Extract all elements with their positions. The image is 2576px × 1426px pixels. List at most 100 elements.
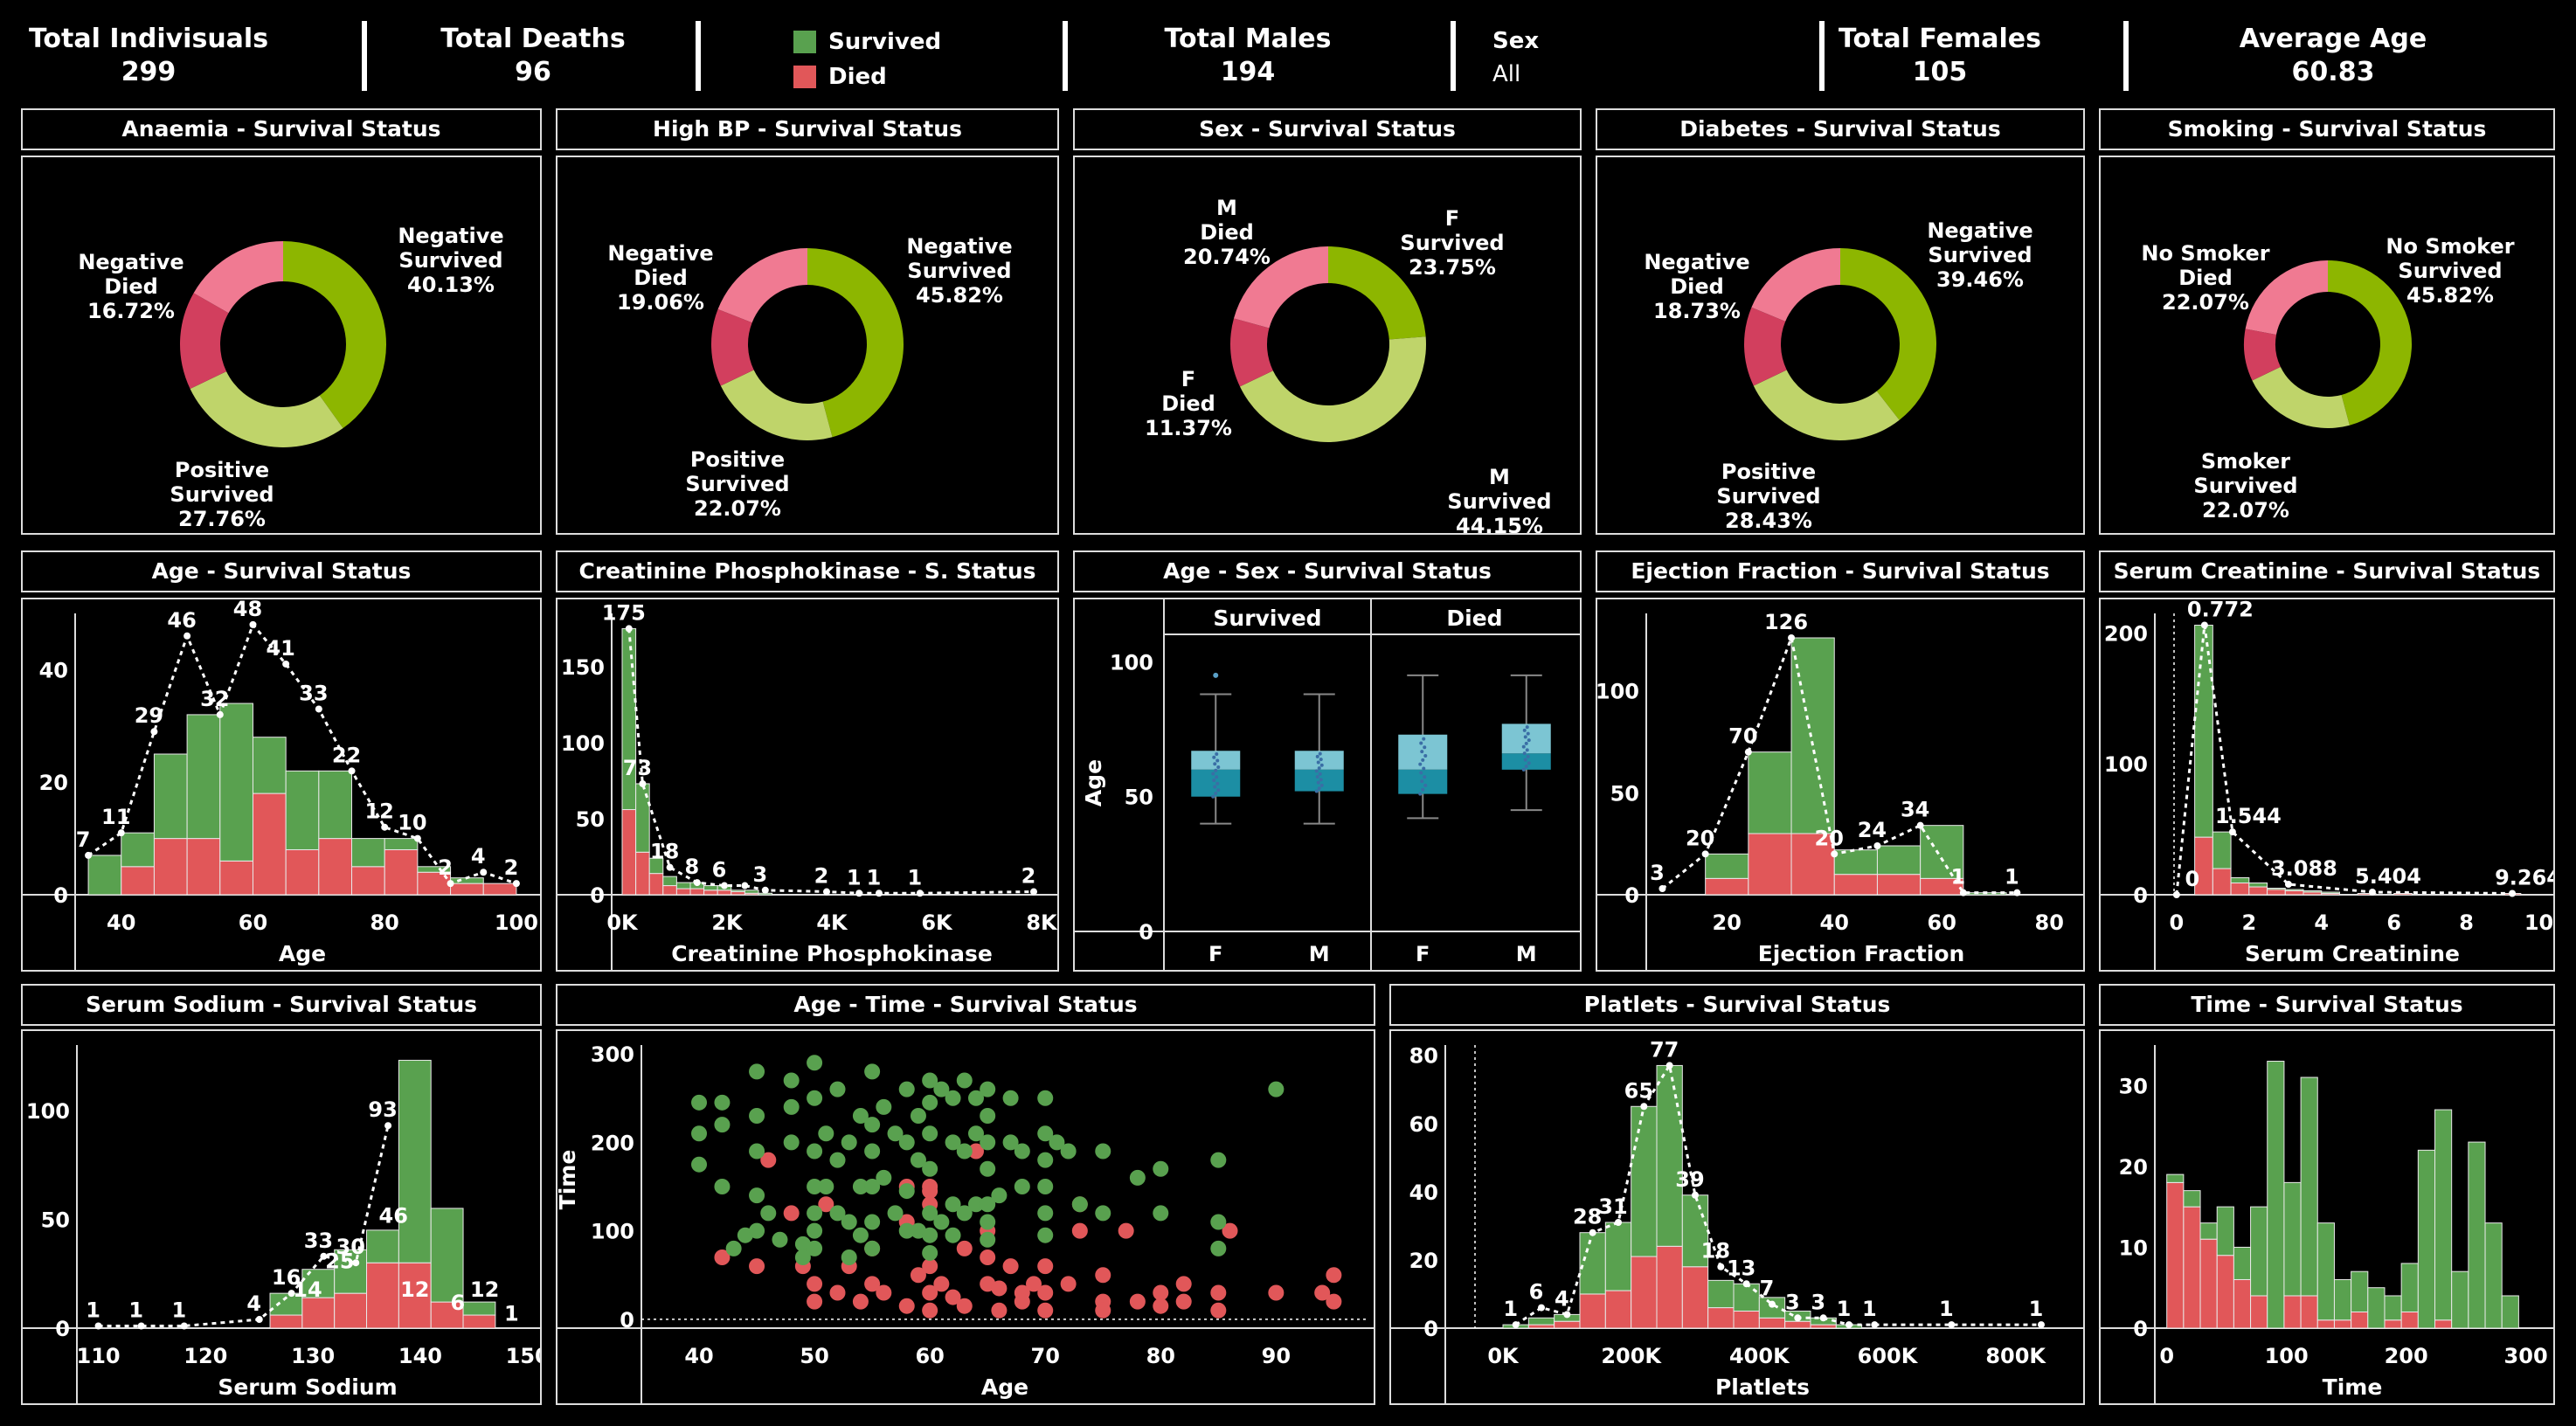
y-tick-label: 100 [561,731,605,756]
survived-bar [1733,1283,1760,1312]
survived-point [714,1094,731,1111]
serum-creatinine-histogram-panel[interactable]: 0 100 200 0 2 4 6 8 10 Serum Creatinine 0 0.772 1.54… [2099,598,2555,972]
y-axis-title: Age [1081,759,1106,806]
trend-point [2200,621,2208,629]
platlets-histogram-panel[interactable]: 0 20 40 60 80 0K 200K 400K 600K 800K Platlets 1 6 4 28… [1389,1029,2085,1405]
donut-slice-label: Negative Died 18.73% [1644,250,1749,323]
age-time-scatter[interactable]: 0 100 200 300 40 50 60 70 80 90 Age Time [557,1031,1374,1403]
y-tick-label: 0 [2133,1317,2148,1341]
survived-bar [351,838,385,868]
trend-point [255,1316,263,1324]
legend-item-survived[interactable]: Survived [793,24,941,59]
cpk-histogram[interactable]: 0 50 100 150 0K 2K 4K 6K 8K Creatinine Phosphokin… [557,599,1057,970]
age-sex-box-panel[interactable]: Survived Died 0 50 100 Age F M F M [1073,598,1582,972]
survived-point [910,1108,926,1124]
smoking-donut-chart[interactable]: No Smoker Survived 45.82% Smoker Survived 22.… [2101,157,2553,533]
x-tick-label: 400K [1729,1344,1790,1368]
died-point [783,1205,800,1222]
age-time-scatter-panel[interactable]: 0 100 200 300 40 50 60 70 80 90 Age Time [556,1029,1375,1405]
survived-point [818,1125,834,1142]
survived-point [749,1143,765,1159]
ejection-histogram-panel[interactable]: 0 50 100 20 40 60 80 Ejection Fraction 3 20 70 126 2… [1596,598,2085,972]
jitter-point [1317,786,1321,791]
died-point [852,1293,869,1310]
survived-point [1037,1152,1054,1168]
sex-filter[interactable]: Sex All [1492,24,1539,91]
survived-point [1037,1090,1054,1106]
survived-bar [1656,1064,1683,1247]
anaemia-donut-panel[interactable]: Negative Survived 40.13% Positive Survived 27… [21,156,542,535]
survived-point [980,1231,996,1248]
died-bar [2316,1319,2335,1329]
survived-point [807,1222,823,1239]
died-bar [1527,1324,1555,1329]
trend-point [384,1122,392,1130]
diabetes-donut-chart[interactable]: Negative Survived 39.46% Positive Survived 28… [1597,157,2083,533]
sex-donut-chart[interactable]: F Survived 23.75% M Survived 44.15% F Died 11.37… [1075,157,1580,533]
trend-point [916,890,924,897]
ejection-histogram[interactable]: 0 50 100 20 40 60 80 Ejection Fraction 3 20 70 126 2… [1597,599,2083,970]
anaemia-donut-chart[interactable]: Negative Survived 40.13% Positive Survived 27… [23,157,540,533]
serum-sodium-histogram[interactable]: 050100110120130140150Serum Sodium1114163… [23,1031,540,1403]
jitter-point [1314,789,1319,793]
survived-point [945,1090,961,1106]
died-bar [186,838,221,896]
sex-donut-panel[interactable]: F Survived 23.75% M Survived 44.15% F Died 11.37… [1073,156,1582,535]
survived-bar [1705,853,1749,879]
survived-bar [366,1229,399,1263]
cpk-histogram-panel[interactable]: 0 50 100 150 0K 2K 4K 6K 8K Creatinine Phosphokin… [556,598,1059,972]
died-point [1095,1267,1111,1284]
died-point [922,1183,938,1200]
data-label: 2 [814,864,829,889]
trend-point [639,779,647,787]
survived-bar [2230,877,2250,884]
x-tick-label: 300 [2504,1344,2548,1368]
column-header: Survived [1213,606,1321,631]
trend-point [1788,634,1796,641]
died-point [1175,1293,1192,1310]
died-point [1037,1258,1054,1275]
died-bar [366,1262,399,1329]
serum-sodium-histogram-panel[interactable]: 050100110120130140150Serum Sodium1114163… [21,1029,542,1405]
jitter-point [1525,748,1529,752]
legend-item-died[interactable]: Died [793,59,941,94]
age-histogram-panel[interactable]: 0 20 40 40 60 80 100 Age 7 11 29 46 32 48 41 33 22 12 10 2 4… [21,598,542,972]
serum-creatinine-histogram[interactable]: 0 100 200 0 2 4 6 8 10 Serum Creatinine 0 0.772 1.54… [2101,599,2553,970]
high-bp-donut-chart[interactable]: Negative Survived 45.82% Positive Survived 22… [557,157,1057,533]
survived-point [783,1134,800,1151]
diabetes-donut-panel[interactable]: Negative Survived 39.46% Positive Survived 28… [1596,156,2085,535]
survived-point [807,1240,823,1256]
total-trend-line [627,628,1035,895]
survival-legend[interactable]: Survived Died [793,24,941,94]
died-point [749,1258,765,1275]
data-label: 1 [907,865,922,890]
x-tick-label: 100 [2265,1344,2309,1368]
sex-filter-value[interactable]: All [1492,61,1521,87]
x-axis-title: Age [981,1374,1028,1400]
jitter-point [1423,753,1428,758]
smoking-donut-panel[interactable]: No Smoker Survived 45.82% Smoker Survived 22.… [2099,156,2555,535]
y-tick-label: 50 [576,807,605,832]
data-label: 1 [128,1298,143,1323]
jitter-point [1423,745,1427,750]
survived-point [783,1098,800,1115]
jitter-point [1314,769,1319,773]
died-bar [1733,1310,1760,1329]
died-point [991,1302,1008,1319]
jitter-point [1213,785,1217,789]
x-tick-label: 120 [184,1344,227,1368]
y-tick-label: 200 [591,1131,634,1155]
total-trend-line [87,621,517,885]
time-histogram-panel[interactable]: 0 10 20 30 0 100 200 300 Time [2099,1029,2555,1405]
data-label: 1 [847,865,862,890]
jitter-point [1315,775,1319,779]
died-point [714,1249,731,1265]
age-sex-boxplot[interactable]: Survived Died 0 50 100 Age F M F M [1075,599,1580,970]
data-label: 1 [2005,865,2019,890]
y-tick-label: 300 [591,1042,634,1067]
divider [1063,21,1068,91]
high-bp-donut-panel[interactable]: Negative Survived 45.82% Positive Survived 22… [556,156,1059,535]
